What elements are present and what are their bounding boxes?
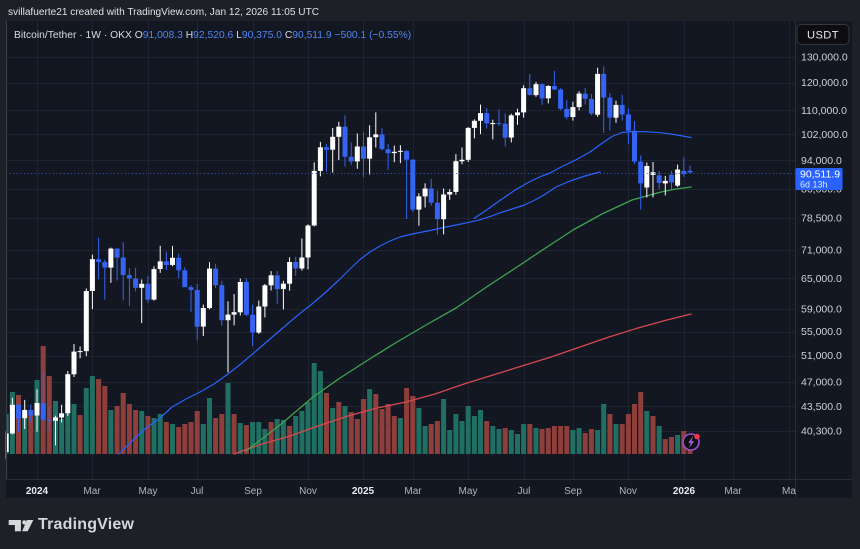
svg-text:55,000.0: 55,000.0 xyxy=(801,326,842,338)
svg-text:120,000.0: 120,000.0 xyxy=(801,77,848,89)
svg-text:Jul: Jul xyxy=(518,486,531,497)
svg-text:6d 13h: 6d 13h xyxy=(800,180,828,190)
svg-text:110,000.0: 110,000.0 xyxy=(801,105,847,117)
svg-text:Mar: Mar xyxy=(404,486,422,497)
svg-text:43,500.0: 43,500.0 xyxy=(801,401,842,413)
svg-text:Mar: Mar xyxy=(724,486,742,497)
svg-text:Nov: Nov xyxy=(299,486,317,497)
svg-text:2026: 2026 xyxy=(673,486,696,497)
svg-text:Nov: Nov xyxy=(619,486,637,497)
svg-text:90,511.9: 90,511.9 xyxy=(800,169,840,181)
svg-text:94,000.0: 94,000.0 xyxy=(801,155,842,167)
svg-text:71,000.0: 71,000.0 xyxy=(801,245,842,257)
svg-text:Mar: Mar xyxy=(83,486,101,497)
svg-text:78,500.0: 78,500.0 xyxy=(801,213,842,225)
svg-text:May: May xyxy=(139,486,158,497)
svg-text:Ma: Ma xyxy=(782,486,796,497)
svg-text:130,000.0: 130,000.0 xyxy=(801,52,848,64)
svg-text:2024: 2024 xyxy=(26,486,49,497)
svg-text:Sep: Sep xyxy=(564,486,582,497)
svg-text:2025: 2025 xyxy=(352,486,375,497)
svg-text:Sep: Sep xyxy=(244,486,262,497)
svg-text:May: May xyxy=(459,486,478,497)
svg-text:Jul: Jul xyxy=(191,486,204,497)
svg-text:USDT: USDT xyxy=(807,30,839,42)
svg-text:40,300.0: 40,300.0 xyxy=(801,425,842,437)
svg-text:51,000.0: 51,000.0 xyxy=(801,350,842,362)
svg-text:59,000.0: 59,000.0 xyxy=(801,304,842,316)
svg-text:102,000.0: 102,000.0 xyxy=(801,129,848,141)
svg-text:47,000.0: 47,000.0 xyxy=(801,376,842,388)
svg-text:TradingView: TradingView xyxy=(38,516,135,533)
svg-text:Bitcoin/Tether · 1W · OKX O91,: Bitcoin/Tether · 1W · OKX O91,008.3 H92,… xyxy=(14,30,411,41)
svg-text:svillafuerte21 created with Tr: svillafuerte21 created with TradingView.… xyxy=(8,7,319,18)
svg-text:65,000.0: 65,000.0 xyxy=(801,273,842,285)
